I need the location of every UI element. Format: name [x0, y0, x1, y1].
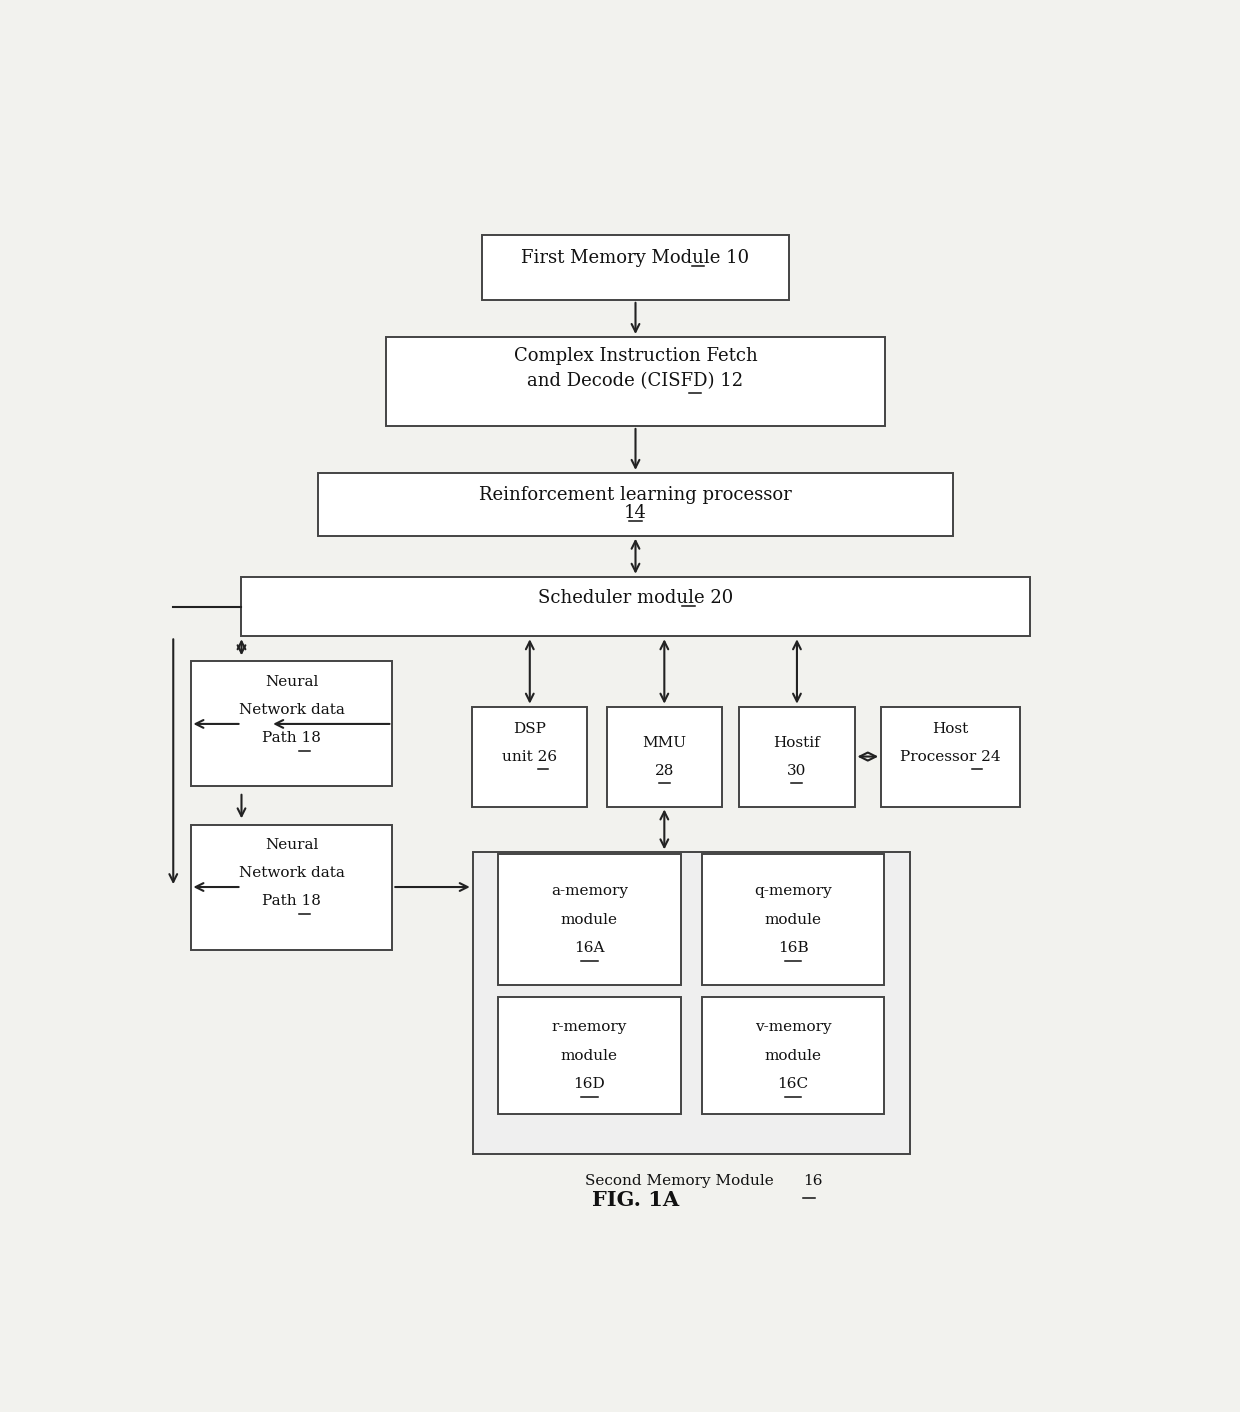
- Text: module: module: [765, 912, 822, 926]
- Text: Hostif: Hostif: [774, 736, 821, 750]
- Text: unit 26: unit 26: [502, 750, 557, 764]
- Text: 28: 28: [655, 764, 675, 778]
- Text: and Decode (CISFD) 12: and Decode (CISFD) 12: [527, 373, 744, 391]
- Text: module: module: [560, 912, 618, 926]
- Text: 16D: 16D: [573, 1077, 605, 1091]
- Bar: [481, 234, 789, 299]
- Bar: [191, 661, 392, 786]
- Text: Path 18: Path 18: [262, 731, 321, 746]
- Bar: [472, 706, 588, 806]
- Text: Network data: Network data: [238, 866, 345, 880]
- Bar: [739, 706, 854, 806]
- Text: Host: Host: [932, 722, 968, 736]
- Text: Second Memory Module: Second Memory Module: [585, 1173, 779, 1187]
- Text: module: module: [560, 1049, 618, 1063]
- Text: 16A: 16A: [574, 940, 605, 955]
- Text: a-memory: a-memory: [551, 884, 627, 898]
- Text: FIG. 1A: FIG. 1A: [591, 1190, 680, 1210]
- Text: r-memory: r-memory: [552, 1021, 627, 1034]
- Bar: [472, 853, 910, 1155]
- Bar: [498, 854, 681, 986]
- Text: DSP: DSP: [513, 722, 547, 736]
- Text: 16C: 16C: [777, 1077, 808, 1091]
- Bar: [242, 576, 1029, 637]
- Text: Neural: Neural: [265, 837, 319, 851]
- Text: v-memory: v-memory: [755, 1021, 831, 1034]
- Text: 16: 16: [802, 1173, 822, 1187]
- Text: module: module: [765, 1049, 822, 1063]
- Bar: [882, 706, 1021, 806]
- Bar: [702, 997, 884, 1114]
- Bar: [606, 706, 722, 806]
- Text: Path 18: Path 18: [262, 894, 321, 908]
- Text: First Memory Module 10: First Memory Module 10: [522, 249, 749, 267]
- Text: q-memory: q-memory: [754, 884, 832, 898]
- Bar: [386, 337, 885, 426]
- Text: MMU: MMU: [642, 736, 687, 750]
- Text: Complex Instruction Fetch: Complex Instruction Fetch: [513, 347, 758, 366]
- Bar: [319, 473, 952, 535]
- Text: 30: 30: [787, 764, 807, 778]
- Text: 14: 14: [624, 504, 647, 522]
- Text: Network data: Network data: [238, 703, 345, 717]
- Bar: [191, 825, 392, 949]
- Text: Neural: Neural: [265, 675, 319, 689]
- Text: 16B: 16B: [777, 940, 808, 955]
- Text: Processor 24: Processor 24: [900, 750, 1001, 764]
- Bar: [702, 854, 884, 986]
- Text: Reinforcement learning processor: Reinforcement learning processor: [479, 487, 792, 504]
- Text: Scheduler module 20: Scheduler module 20: [538, 589, 733, 607]
- Bar: [498, 997, 681, 1114]
